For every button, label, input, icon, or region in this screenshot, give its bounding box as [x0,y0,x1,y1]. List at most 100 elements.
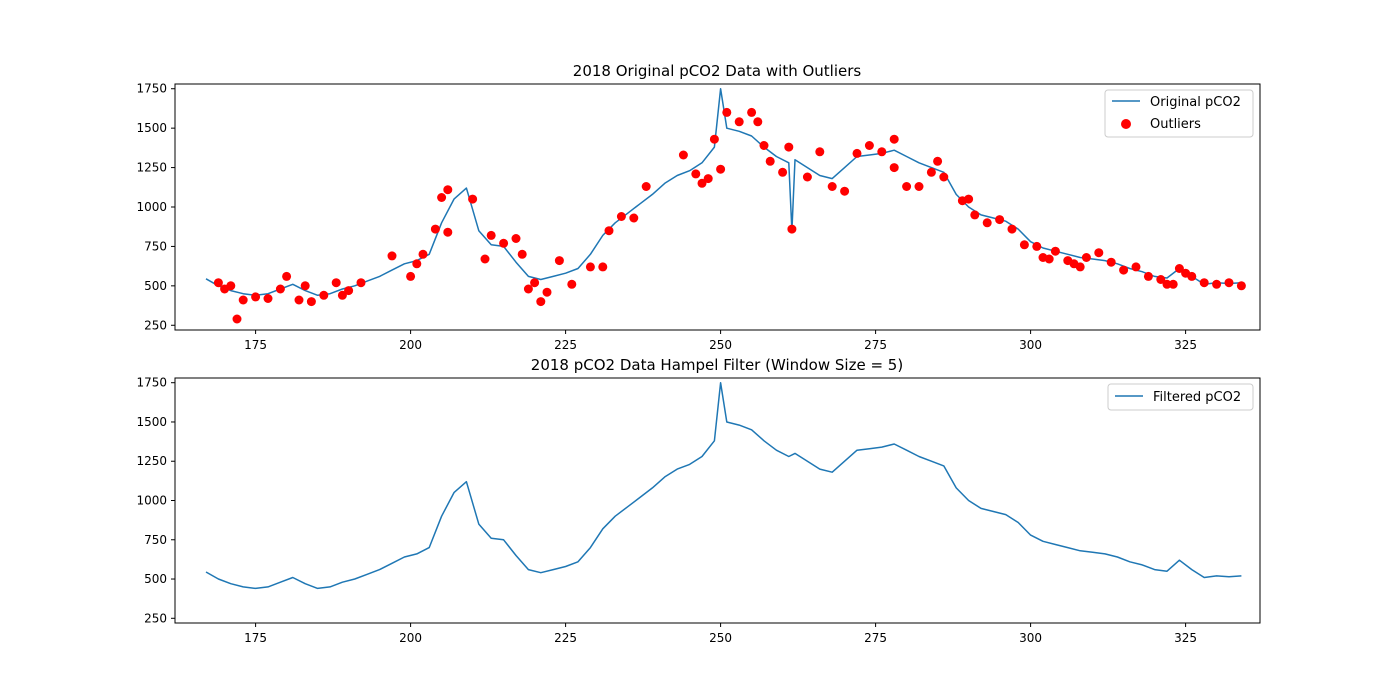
top-outlier-point-27 [486,230,496,240]
top-y-tick-label-4: 1250 [136,161,167,175]
top-outlier-point-58 [802,172,812,182]
top-outlier-point-32 [530,278,540,288]
top-outlier-point-70 [933,156,943,166]
top-outlier-point-31 [523,284,533,294]
bottom-y-tick-label-1: 500 [144,572,167,586]
top-outlier-point-46 [703,174,713,184]
top-outlier-point-13 [331,278,341,288]
top-series-line-0 [205,87,1242,297]
top-outlier-point-36 [567,279,577,289]
top-outlier-point-73 [964,194,974,204]
top-y-tick-label-0: 250 [144,318,167,332]
top-outlier-point-81 [1044,254,1054,264]
bottom-y-tick-label-2: 750 [144,533,167,547]
top-outlier-point-52 [753,117,763,127]
top-chart-plot: 175 200 225 250 275 300 325 250 500 750 1000 1250 15… [136,82,1261,352]
bottom-x-tick-label-5: 300 [1019,631,1042,645]
top-y-tick-label-5: 1500 [136,121,167,135]
bottom-x-tick-label-0: 175 [244,631,267,645]
bottom-x-tick-label-4: 275 [864,631,887,645]
top-legend-box [1104,89,1254,138]
top-outlier-point-88 [1106,257,1116,267]
top-outlier-point-45 [697,178,707,188]
top-outlier-point-30 [517,249,527,259]
top-outlier-point-99 [1212,279,1222,289]
bottom-x-tick-label-3: 250 [709,631,732,645]
top-outlier-point-10 [300,281,310,291]
top-outlier-point-56 [784,142,794,152]
top-outlier-point-24 [443,185,453,195]
top-outlier-point-74 [970,210,980,220]
top-outlier-point-14 [337,290,347,300]
top-outlier-point-20 [418,249,428,259]
top-outlier-point-60 [827,182,837,191]
top-outlier-point-53 [759,141,769,150]
top-outlier-point-37 [585,262,595,272]
top-x-tick-label-6: 325 [1174,338,1197,352]
top-outlier-point-34 [542,287,552,297]
top-outlier-point-77 [1007,224,1017,234]
top-outlier-point-12 [319,290,329,300]
top-outlier-point-51 [747,107,757,117]
bottom-series-line-0 [205,381,1242,590]
top-outlier-point-65 [889,134,899,144]
top-outlier-point-18 [406,271,416,281]
top-x-tick-label-1: 200 [399,338,422,352]
top-outlier-point-22 [437,193,447,202]
top-outlier-point-64 [877,147,887,157]
bottom-y-tick-label-0: 250 [144,611,167,625]
top-outlier-point-8 [282,271,292,281]
bottom-legend-label-filtered: Filtered pCO2 [1153,390,1241,405]
bottom-chart-title: 2018 pCO2 Data Hampel Filter (Window Siz… [531,356,903,374]
top-chart-legend: Original pCO2 Outliers [1104,89,1254,138]
top-outlier-point-44 [691,169,701,179]
top-outlier-point-98 [1199,278,1209,288]
top-x-tick-label-4: 275 [864,338,887,352]
top-outlier-point-93 [1162,279,1172,289]
bottom-legend-box [1107,383,1254,411]
top-x-tick-label-2: 225 [554,338,577,352]
top-outlier-point-78 [1019,240,1029,250]
bottom-x-tick-label-2: 225 [554,631,577,645]
top-outlier-point-71 [939,172,949,182]
top-outlier-point-59 [815,147,825,157]
top-outlier-point-47 [709,134,719,144]
top-outlier-point-49 [722,107,732,117]
top-outlier-point-55 [778,167,788,177]
top-outlier-point-9 [294,295,304,305]
top-outlier-point-76 [995,215,1005,225]
top-outlier-point-91 [1143,271,1153,281]
top-outlier-point-26 [480,254,490,264]
bottom-y-tick-label-4: 1250 [136,454,167,468]
top-outlier-point-95 [1174,264,1184,273]
top-y-tick-label-3: 1000 [136,200,167,214]
top-outlier-point-4 [238,295,248,305]
top-outlier-point-19 [412,259,422,269]
top-legend-label-original: Original pCO2 [1150,95,1241,110]
top-outlier-point-21 [430,224,440,234]
top-outlier-point-68 [914,182,924,191]
top-outlier-point-85 [1075,262,1085,272]
top-outlier-point-11 [306,297,316,307]
bottom-y-tick-label-5: 1500 [136,415,167,429]
top-outlier-point-23 [443,227,453,237]
top-outlier-point-42 [641,182,651,191]
top-outlier-point-57 [787,224,797,234]
top-outlier-point-86 [1081,253,1091,262]
top-outlier-point-61 [840,186,850,196]
top-outlier-point-92 [1156,275,1166,284]
top-chart-panel: 2018 Original pCO2 Data with Outliers 17… [136,62,1261,352]
top-outlier-point-66 [889,163,899,173]
top-outlier-point-16 [356,278,366,288]
top-legend-marker-swatch [1121,119,1131,129]
top-outlier-point-39 [604,226,614,236]
top-outlier-point-17 [387,251,397,261]
top-outlier-point-28 [499,238,509,248]
top-outlier-point-101 [1236,281,1246,291]
top-outlier-point-25 [468,194,478,204]
top-outlier-point-43 [678,150,688,160]
top-outlier-point-2 [226,281,236,291]
top-outlier-point-3 [232,314,242,324]
top-outlier-point-75 [982,218,992,228]
